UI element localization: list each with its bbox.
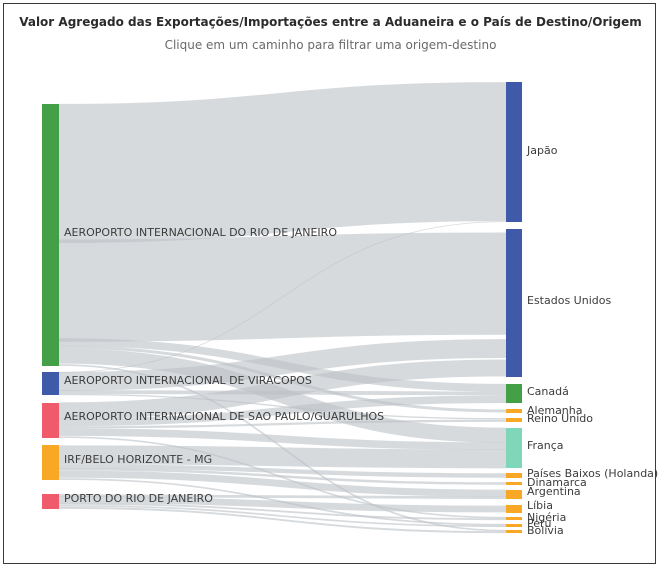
link-aeroporto-internacional-do-rio-de-janeiro-to-estados-unidos[interactable] — [58, 232, 507, 342]
link-aeroporto-internacional-do-rio-de-janeiro-to-japao[interactable] — [58, 82, 507, 244]
link-aeroporto-internacional-do-rio-de-janeiro-to-alemanha[interactable] — [58, 345, 507, 413]
link-irf-belo-horizonte-mg-to-dinamarca[interactable] — [58, 468, 507, 485]
target-label-dinamarca: Dinamarca — [527, 476, 587, 489]
target-label-libia: Líbia — [527, 499, 553, 512]
source-label-irf-belo-horizonte-mg: IRF/BELO HORIZONTE - MG — [64, 453, 212, 466]
target-node-estados-unidos[interactable] — [506, 229, 522, 377]
target-label-alemanha: Alemanha — [527, 404, 583, 417]
sankey-links — [58, 82, 507, 534]
source-label-porto-do-rio-de-janeiro: PORTO DO RIO DE JANEIRO — [64, 492, 213, 505]
target-node-canada[interactable] — [506, 384, 522, 403]
link-porto-do-rio-de-janeiro-to-bolivia[interactable] — [58, 506, 507, 534]
link-aeroporto-internacional-de-sao-paulo-guarulhos-to-reino-unido[interactable] — [58, 419, 507, 429]
target-node-peru[interactable] — [506, 524, 522, 527]
target-label-reino-unido: Reino Unido — [527, 412, 593, 425]
link-aeroporto-internacional-de-sao-paulo-guarulhos-to-canada[interactable] — [58, 395, 507, 427]
target-label-bolivia: Bolívia — [527, 524, 564, 537]
chart-subtitle: Clique em um caminho para filtrar uma or… — [164, 38, 497, 52]
target-node-paises-baixos-holanda[interactable] — [506, 473, 522, 478]
source-label-aeroporto-internacional-de-sao-paulo-guarulhos: AEROPORTO INTERNACIONAL DE SAO PAULO/GUA… — [64, 410, 384, 423]
target-label-argentina: Argentina — [527, 485, 581, 498]
chart-title: Valor Agregado das Exportações/Importaçõ… — [19, 15, 642, 29]
target-node-japao[interactable] — [506, 82, 522, 222]
link-irf-belo-horizonte-mg-to-paises-baixos-holanda[interactable] — [58, 464, 507, 478]
link-porto-do-rio-de-janeiro-to-nigeria[interactable] — [58, 502, 507, 521]
link-aeroporto-internacional-de-sao-paulo-guarulhos-to-estados-unidos[interactable] — [58, 359, 507, 420]
link-porto-do-rio-de-janeiro-to-peru[interactable] — [58, 504, 507, 528]
target-node-reino-unido[interactable] — [506, 418, 522, 422]
source-label-aeroporto-internacional-de-viracopos: AEROPORTO INTERNACIONAL DE VIRACOPOS — [64, 374, 312, 387]
target-node-nigeria[interactable] — [506, 517, 522, 520]
target-label-nigeria: Nigéria — [527, 511, 566, 524]
source-node-porto-do-rio-de-janeiro[interactable] — [42, 494, 59, 509]
link-aeroporto-internacional-de-viracopos-to-estados-unidos[interactable] — [58, 339, 507, 391]
target-label-franca: França — [527, 439, 564, 452]
target-label-canada: Canadá — [527, 385, 569, 398]
link-irf-belo-horizonte-mg-to-argentina[interactable] — [58, 470, 507, 497]
sankey-labels: AEROPORTO INTERNACIONAL DO RIO DE JANEIR… — [64, 144, 658, 537]
source-label-aeroporto-internacional-do-rio-de-janeiro: AEROPORTO INTERNACIONAL DO RIO DE JANEIR… — [64, 226, 337, 239]
target-node-dinamarca[interactable] — [506, 482, 522, 485]
target-node-alemanha[interactable] — [506, 409, 522, 413]
target-label-paises-baixos-holanda: Países Baixos (Holanda) — [527, 467, 658, 480]
target-node-bolivia[interactable] — [506, 530, 522, 533]
target-node-argentina[interactable] — [506, 490, 522, 499]
link-porto-do-rio-de-janeiro-to-libia[interactable] — [58, 496, 507, 513]
source-node-irf-belo-horizonte-mg[interactable] — [42, 445, 59, 480]
target-node-franca[interactable] — [506, 428, 522, 468]
link-porto-do-rio-de-janeiro-to-argentina[interactable] — [58, 494, 507, 500]
target-label-japao: Japão — [526, 144, 558, 157]
target-label-estados-unidos: Estados Unidos — [527, 294, 611, 307]
target-node-libia[interactable] — [506, 505, 522, 513]
link-aeroporto-internacional-de-viracopos-to-reino-unido[interactable] — [58, 393, 507, 420]
source-node-aeroporto-internacional-de-sao-paulo-guarulhos[interactable] — [42, 403, 59, 438]
link-aeroporto-internacional-de-viracopos-to-japao[interactable] — [58, 221, 507, 373]
source-node-aeroporto-internacional-do-rio-de-janeiro[interactable] — [42, 104, 59, 366]
source-node-aeroporto-internacional-de-viracopos[interactable] — [42, 372, 59, 395]
target-label-peru: Peru — [527, 517, 552, 530]
sankey-nodes — [42, 82, 522, 533]
link-irf-belo-horizonte-mg-to-franca[interactable] — [58, 445, 507, 469]
link-aeroporto-internacional-de-sao-paulo-guarulhos-to-franca[interactable] — [58, 428, 507, 450]
